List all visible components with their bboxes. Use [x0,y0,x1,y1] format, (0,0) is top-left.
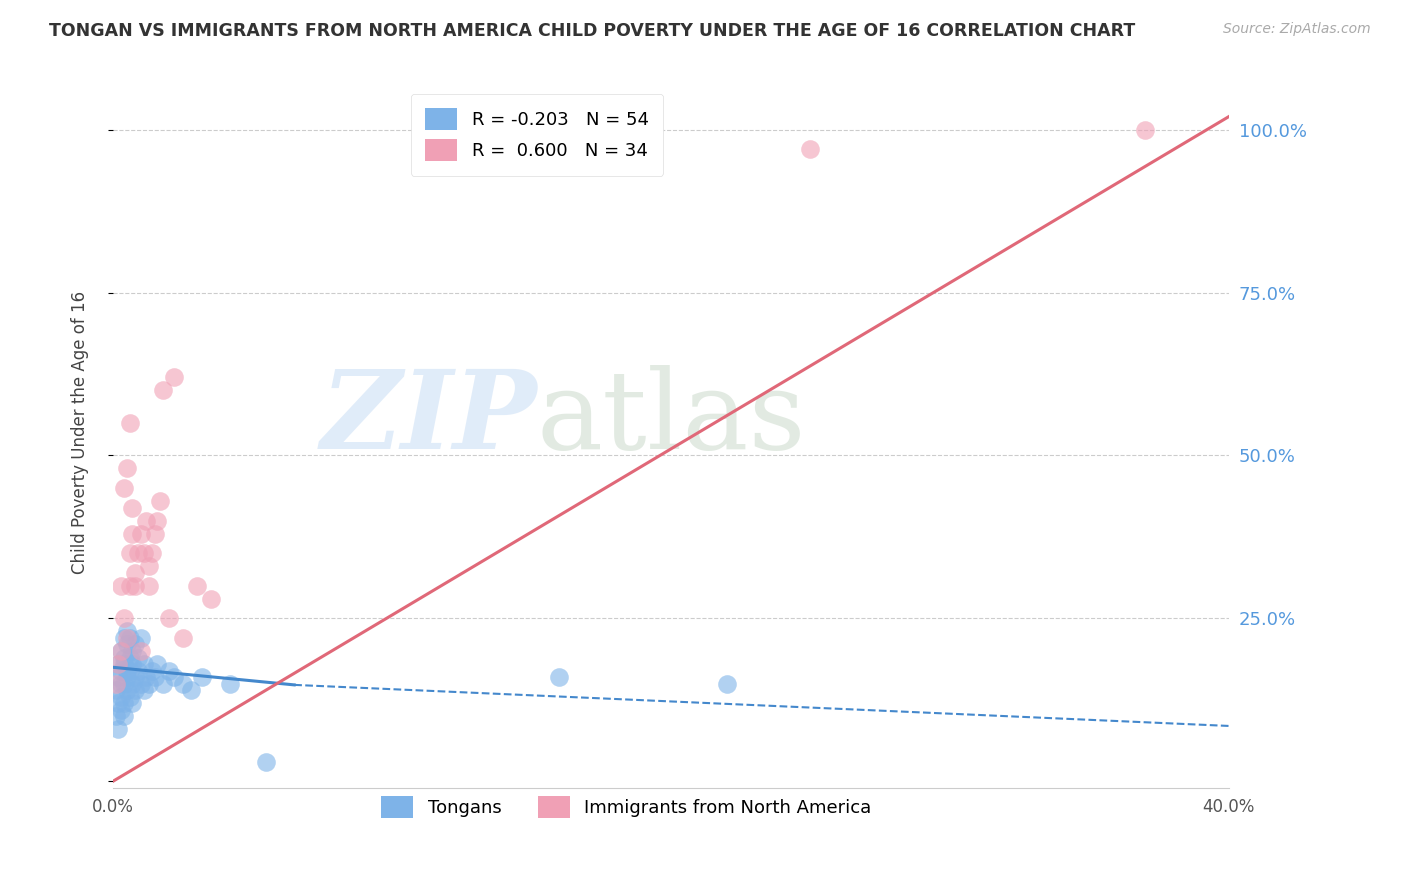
Point [129,644,152,658]
Point [132,657,155,671]
Point [146,514,169,528]
Point [127,546,149,560]
Point [107,657,129,671]
Point [127,650,149,665]
Point [112,481,135,495]
Point [141,664,163,678]
Point [132,683,155,698]
Point [110,644,132,658]
Point [115,664,138,678]
Point [110,690,132,704]
Point [172,676,194,690]
Point [118,631,141,645]
Point [141,546,163,560]
Point [107,722,129,736]
Point [200,591,222,606]
Point [107,657,129,671]
Point [112,696,135,710]
Point [115,631,138,645]
Point [163,670,186,684]
Point [112,709,135,723]
Point [186,579,208,593]
Point [104,683,127,698]
Point [135,670,157,684]
Point [115,624,138,639]
Point [152,384,174,398]
Point [121,526,143,541]
Point [152,676,174,690]
Point [138,676,160,690]
Point [110,644,132,658]
Point [129,631,152,645]
Point [107,670,129,684]
Point [163,370,186,384]
Point [110,676,132,690]
Legend: Tongans, Immigrants from North America: Tongans, Immigrants from North America [374,789,879,825]
Point [115,670,138,684]
Point [135,514,157,528]
Point [124,670,146,684]
Point [124,566,146,580]
Point [129,676,152,690]
Y-axis label: Child Poverty Under the Age of 16: Child Poverty Under the Age of 16 [72,291,89,574]
Point [118,650,141,665]
Point [254,755,277,769]
Point [112,650,135,665]
Point [143,670,166,684]
Text: TONGAN VS IMMIGRANTS FROM NORTH AMERICA CHILD POVERTY UNDER THE AGE OF 16 CORREL: TONGAN VS IMMIGRANTS FROM NORTH AMERICA … [49,22,1136,40]
Point [191,670,214,684]
Point [121,676,143,690]
Point [115,683,138,698]
Point [115,638,138,652]
Point [1135,122,1157,136]
Text: Source: ZipAtlas.com: Source: ZipAtlas.com [1223,22,1371,37]
Point [127,664,149,678]
Point [132,546,155,560]
Point [112,676,135,690]
Point [112,611,135,625]
Point [118,664,141,678]
Text: atlas: atlas [537,365,807,472]
Point [124,683,146,698]
Point [121,500,143,515]
Point [118,579,141,593]
Point [172,631,194,645]
Point [129,526,152,541]
Point [104,676,127,690]
Point [104,709,127,723]
Point [146,657,169,671]
Point [157,611,180,625]
Point [157,664,180,678]
Point [115,461,138,475]
Point [121,696,143,710]
Point [124,579,146,593]
Point [799,142,821,156]
Point [118,546,141,560]
Point [118,416,141,430]
Point [107,696,129,710]
Point [138,559,160,574]
Point [112,631,135,645]
Point [110,579,132,593]
Point [124,638,146,652]
Point [121,644,143,658]
Point [121,657,143,671]
Point [110,664,132,678]
Point [138,579,160,593]
Point [219,676,242,690]
Point [180,683,202,698]
Point [110,703,132,717]
Point [716,676,738,690]
Text: ZIP: ZIP [321,365,537,472]
Point [548,670,571,684]
Point [149,494,172,508]
Point [143,526,166,541]
Point [118,690,141,704]
Point [112,657,135,671]
